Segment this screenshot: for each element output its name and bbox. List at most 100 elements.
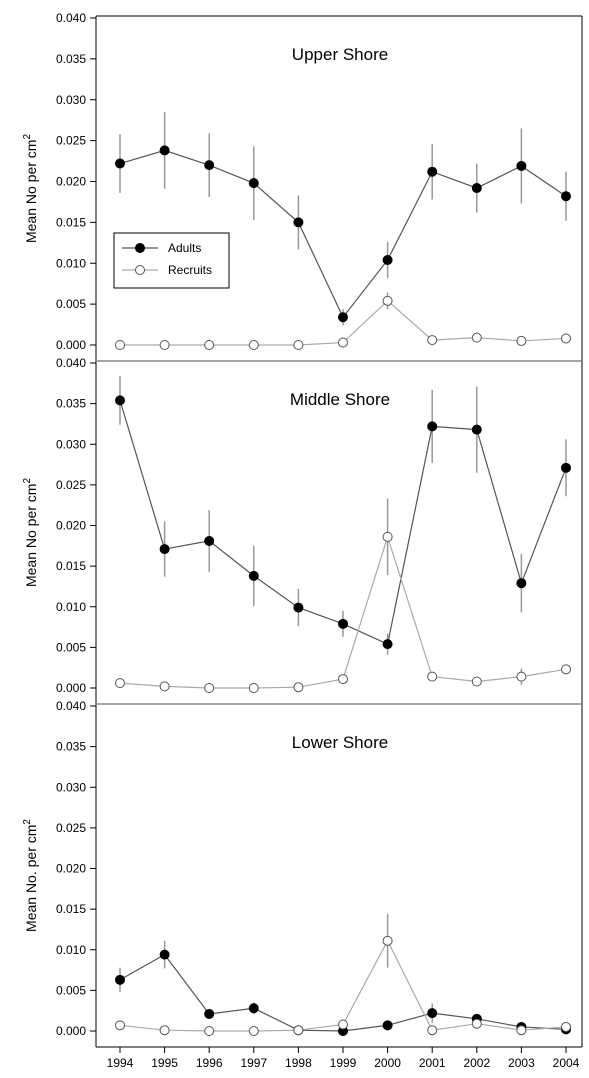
y-tick-label: 0.025 [56,134,86,148]
y-axis-label-superscript: 2 [22,478,33,484]
data-point-adults [471,183,482,194]
data-point-recruits [204,340,215,350]
data-point-recruits [248,683,259,693]
y-axis-label: Mean No per cm2 [22,478,39,587]
data-point-adults [115,158,125,169]
x-tick-label: 1999 [330,1056,357,1070]
data-point-adults [204,1008,215,1019]
y-tick-label: 0.040 [56,11,86,25]
data-point-adults [427,166,438,177]
data-point-adults [561,191,571,202]
series-line-adults [119,400,567,645]
x-tick-label: 2000 [374,1056,401,1070]
panel-title: Upper Shore [292,45,388,64]
data-point-recruits [516,1025,527,1036]
data-point-recruits [159,340,170,350]
data-point-adults [427,1008,438,1019]
y-tick-label: 0.035 [56,740,86,754]
data-point-recruits [471,1018,482,1029]
legend-label-recruits: Recruits [168,263,212,277]
data-point-recruits [382,935,393,946]
data-point-adults [159,145,170,156]
panel-2: 0.000 0.005 0.010 0.015 0.020 0.025 0.030 0.035… [22,356,583,704]
data-point-recruits [471,676,482,687]
x-tick-label: 2002 [463,1056,490,1070]
data-point-recruits [204,1026,215,1036]
y-tick-label: 0.005 [56,297,86,311]
data-point-recruits [516,671,527,682]
data-point-recruits [248,1026,259,1036]
data-point-adults [204,160,215,171]
data-point-adults [248,178,259,189]
x-tick-label: 2003 [508,1056,535,1070]
data-point-adults [382,639,393,650]
data-point-recruits [293,340,304,350]
y-axis-label: Mean No. per cm2 [22,819,39,932]
data-point-recruits [159,681,170,692]
x-tick-label: 1994 [107,1056,134,1070]
data-point-recruits [516,335,527,346]
series-line-recruits [119,939,567,1032]
data-point-recruits [382,295,393,306]
data-point-recruits [427,1025,438,1036]
data-point-recruits [293,1025,304,1036]
data-point-recruits [115,340,125,350]
y-tick-label: 0.000 [56,338,86,352]
y-axis-label-superscript: 2 [22,134,33,140]
data-point-adults [204,535,215,546]
y-tick-label: 0.010 [56,256,86,270]
data-point-adults [159,544,170,555]
y-tick-label: 0.020 [56,862,86,876]
y-tick-label: 0.020 [56,519,86,533]
data-point-recruits [248,340,259,350]
y-axis-label: Mean No per cm2 [22,134,39,243]
x-tick-label: 2004 [553,1056,580,1070]
data-point-recruits [427,335,438,346]
y-tick-label: 0.040 [56,699,86,713]
data-point-recruits [561,664,571,675]
data-point-adults [115,974,125,985]
y-tick-label: 0.040 [56,356,86,370]
data-point-recruits [561,1021,571,1032]
y-tick-label: 0.010 [56,943,86,957]
data-point-recruits [427,671,438,682]
data-point-adults [248,570,259,581]
data-point-adults [159,949,170,960]
data-point-recruits [159,1025,170,1036]
legend-marker-recruits [135,265,145,275]
y-tick-label: 0.015 [56,559,86,573]
y-tick-label: 0.030 [56,93,86,107]
data-point-adults [516,160,527,171]
y-axis-label-text: Mean No per cm [23,140,39,243]
data-point-recruits [293,682,304,693]
y-axis-label-text: Mean No per cm [23,484,39,587]
data-point-adults [115,395,125,406]
x-tick-label: 1998 [285,1056,312,1070]
data-point-adults [248,1003,259,1014]
y-tick-label: 0.030 [56,780,86,794]
y-axis-label-superscript: 2 [22,819,33,825]
y-tick-label: 0.000 [56,681,86,695]
y-axis-label-text: Mean No. per cm [23,825,39,932]
y-tick-label: 0.025 [56,478,86,492]
data-point-adults [338,618,348,629]
data-point-recruits [561,333,571,344]
data-point-recruits [115,678,125,689]
y-tick-label: 0.030 [56,437,86,451]
y-tick-label: 0.015 [56,215,86,229]
panel-title: Middle Shore [290,390,390,409]
y-tick-label: 0.005 [56,983,86,997]
panel-1: 0.000 0.005 0.010 0.015 0.020 0.025 0.030 0.035… [22,11,583,361]
y-tick-label: 0.025 [56,821,86,835]
y-tick-label: 0.020 [56,175,86,189]
data-point-recruits [338,1019,348,1030]
data-point-recruits [338,674,348,685]
data-point-adults [382,254,393,265]
data-point-recruits [471,332,482,343]
legend: Adults Recruits [113,232,230,289]
data-point-recruits [204,683,215,693]
data-point-adults [338,312,348,323]
x-tick-label: 1996 [196,1056,223,1070]
